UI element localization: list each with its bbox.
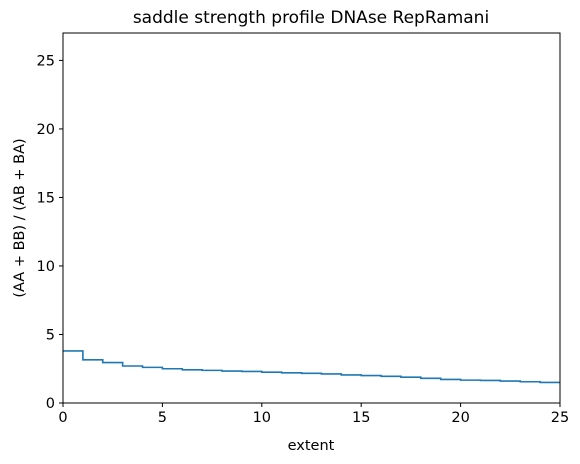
chart-title: saddle strength profile DNAse RepRamani (133, 8, 489, 28)
y-tick-label: 25 (37, 53, 55, 69)
y-tick-label: 10 (37, 259, 55, 275)
y-tick-label: 5 (46, 327, 55, 343)
x-axis-label: extent (288, 438, 335, 454)
y-tick-label: 20 (37, 122, 55, 138)
y-axis-label: (AA + BB) / (AB + BA) (12, 138, 28, 297)
y-tick-label: 0 (46, 396, 55, 412)
x-tick-label: 10 (253, 410, 271, 426)
plot-area: 0 5 10 15 20 25 0 5 10 15 20 25 (37, 32, 569, 426)
x-tick-label: 25 (551, 410, 569, 426)
x-tick-label: 20 (451, 410, 469, 426)
series-line (63, 350, 560, 384)
axes-frame (62, 32, 561, 404)
x-tick-label: 5 (158, 410, 167, 426)
x-tick-label: 15 (352, 410, 370, 426)
x-tick-label: 0 (58, 410, 67, 426)
y-tick-label: 15 (37, 190, 55, 206)
